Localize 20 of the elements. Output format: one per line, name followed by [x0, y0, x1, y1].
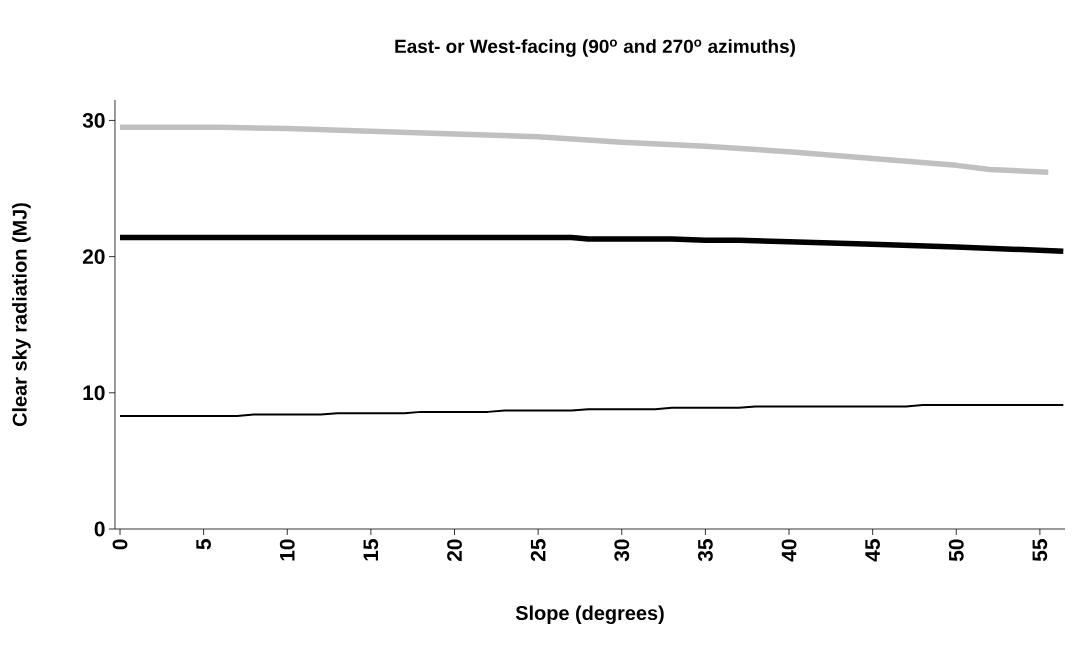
chart-title: East- or West-facing (90$^{o}$ and 270$^{o}$ azimuths) [395, 39, 795, 57]
x-tick-label: 15 [363, 539, 379, 561]
x-tick-label: 45 [865, 539, 880, 562]
y-tick-label: 10 [83, 385, 105, 401]
x-tick-label: 0 [112, 539, 128, 550]
x-tick-label: 50 [948, 539, 964, 562]
y-tick-label: 30 [82, 113, 105, 128]
y-axis-title: Clear sky radiation (MJ) [12, 203, 31, 427]
x-tick-label: 5 [196, 539, 211, 550]
x-tick-label: 30 [614, 539, 630, 562]
x-tick-label: 40 [781, 539, 797, 562]
x-tick-label: 25 [530, 539, 546, 562]
y-tick-label: 0 [94, 521, 105, 537]
x-tick-label: 55 [1032, 539, 1048, 562]
y-tick-label: 20 [82, 249, 105, 265]
x-tick-label: 10 [279, 539, 295, 561]
line-series [119, 404, 1065, 417]
x-tick-label: 35 [697, 539, 713, 562]
x-tick-label: 20 [447, 539, 462, 562]
x-axis-title: Slope (degrees) [515, 605, 664, 625]
